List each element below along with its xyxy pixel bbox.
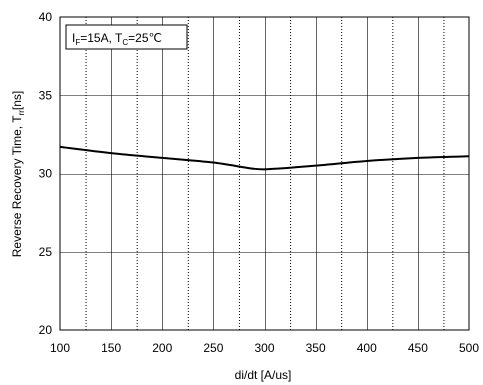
- minor-gridlines: [85, 17, 445, 330]
- condition-annotation: IF=15A, TC=25℃: [65, 24, 188, 50]
- x-tick-label-450: 450: [408, 341, 428, 355]
- series-line-0: [59, 145, 470, 171]
- x-tick-label-200: 200: [152, 341, 172, 355]
- y-tick-label-40: 40: [39, 10, 53, 24]
- y-axis-label-main: Reverse Recovery Time, T: [10, 115, 24, 257]
- y-axis-label: Reverse Recovery Time, Trr[ns]: [10, 91, 26, 258]
- x-tick-label-500: 500: [459, 341, 479, 355]
- x-tick-label-100: 100: [50, 341, 70, 355]
- x-tick-labels: 100 150 200 250 300 350 400 450 500: [50, 341, 479, 355]
- annotation-text: IF=15A, TC=25℃: [72, 31, 162, 47]
- x-tick-label-250: 250: [203, 341, 223, 355]
- plot-frame: [59, 16, 470, 331]
- y-tick-labels: 20 25 30 35 40: [39, 10, 53, 337]
- y-axis-label-unit: [ns]: [10, 91, 24, 110]
- annotation-box: [65, 24, 188, 50]
- y-tick-label-25: 25: [39, 245, 53, 259]
- y-tick-label-30: 30: [39, 167, 53, 181]
- y-axis-label-sub: rr: [17, 110, 26, 116]
- y-tick-label-20: 20: [39, 323, 53, 337]
- annotation-t-value: =25℃: [128, 31, 162, 45]
- x-tick-label-350: 350: [306, 341, 326, 355]
- series-layer: [59, 145, 470, 171]
- major-gridlines: [60, 17, 469, 330]
- x-axis-label: di/dt [A/us]: [235, 368, 292, 382]
- annotation-t-sub: C: [122, 38, 128, 47]
- y-tick-label-35: 35: [39, 88, 53, 102]
- annotation-i-value: =15A, T: [80, 31, 123, 45]
- x-tick-label-150: 150: [101, 341, 121, 355]
- x-tick-label-400: 400: [357, 341, 377, 355]
- x-tick-label-300: 300: [254, 341, 274, 355]
- annotation-i-sub: F: [75, 38, 80, 47]
- annotation-i: I: [72, 31, 75, 45]
